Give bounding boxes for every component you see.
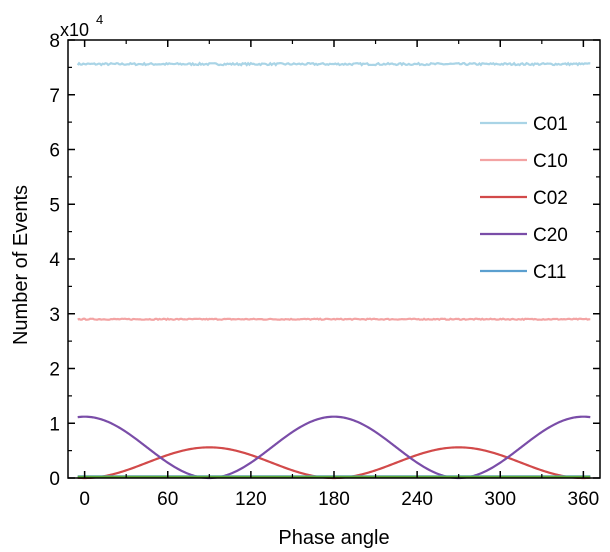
x-tick-label: 300 (484, 489, 516, 510)
y-tick-label: 2 (49, 360, 60, 381)
y-tick-label: 3 (49, 305, 60, 326)
legend: C01 C10 C02 C20 C11 (480, 114, 568, 283)
series-line-c10 (77, 317, 591, 322)
x-axis-title: Phase angle (278, 527, 389, 549)
x-tick-label: 120 (235, 489, 267, 510)
plot-frame (67, 39, 601, 479)
series-line-c20 (77, 415, 591, 480)
y-tick-label: 1 (49, 414, 60, 435)
x-tick-label: 180 (318, 489, 350, 510)
y-tick-label: 5 (49, 195, 60, 216)
legend-label-c01: C01 (533, 114, 568, 135)
y-multiplier: x10 4 (60, 12, 103, 40)
x-tick-label: 0 (79, 489, 90, 510)
series-line-c01 (76, 61, 591, 67)
x-tick-label: 240 (401, 489, 433, 510)
y-axis-title: Number of Events (10, 185, 32, 345)
legend-label-c02: C02 (533, 188, 568, 209)
y-multiplier-exponent: 4 (96, 12, 103, 27)
legend-label-c11: C11 (533, 262, 566, 283)
x-tick-label: 60 (157, 489, 178, 510)
y-tick-label: 0 (49, 469, 60, 490)
y-tick-label: 6 (49, 141, 60, 162)
y-tick-label: 4 (49, 250, 60, 271)
y-multiplier-base: x10 (60, 20, 89, 40)
y-tick-label: 7 (49, 86, 60, 107)
legend-label-c20: C20 (533, 225, 568, 246)
ticks-layer: 0 60 120 180 240 300 360 0 1 2 3 4 5 6 7 8 (49, 31, 600, 510)
x-tick-label: 360 (568, 489, 600, 510)
legend-label-c10: C10 (533, 151, 568, 172)
y-tick-label: 8 (49, 31, 60, 52)
